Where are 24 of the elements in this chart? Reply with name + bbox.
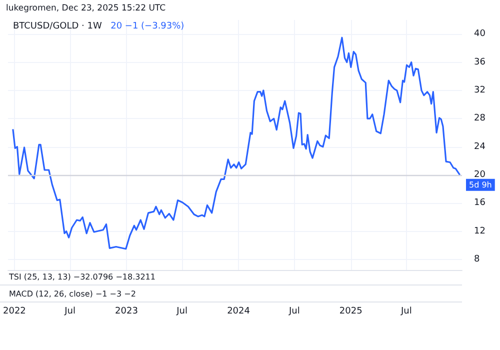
chart-title: BTCUSD/GOLD · 1W (13, 22, 102, 32)
y-tick-label: 36 (474, 57, 486, 68)
line-series (12, 36, 461, 250)
x-tick-label: 2024 (227, 306, 250, 316)
x-tick-label: Jul (288, 306, 300, 316)
text: MACD (12, 26, close) −1 −3 −2 (9, 290, 136, 298)
x-tick-label: 2022 (3, 306, 26, 316)
x-tick-label: Jul (176, 306, 188, 316)
x-tick-label: Jul (400, 306, 412, 316)
y-tick-label: 20 (474, 170, 486, 180)
y-tick-label: 8 (474, 254, 480, 264)
x-tick-label: Jul (64, 306, 76, 316)
y-tick-label: 12 (474, 226, 486, 236)
chart-subtitle: 20 −1 (−3.93%) (110, 22, 184, 32)
ref-line-label: 5d 9h (469, 180, 492, 190)
x-tick-label: 2025 (339, 306, 362, 316)
y-tick-label: 16 (474, 198, 486, 208)
text: TSI (25, 13, 13) −32.0796 −18.3211 (8, 272, 156, 282)
y-tick-label: 32 (474, 85, 486, 96)
y-tick-label: 24 (474, 142, 486, 152)
text: lukegromen, Dec 23, 2025 15:22 UTC (6, 4, 166, 14)
y-tick-label: 28 (474, 114, 486, 124)
y-tick-label: 40 (474, 29, 486, 40)
x-tick-label: 2023 (115, 306, 138, 316)
